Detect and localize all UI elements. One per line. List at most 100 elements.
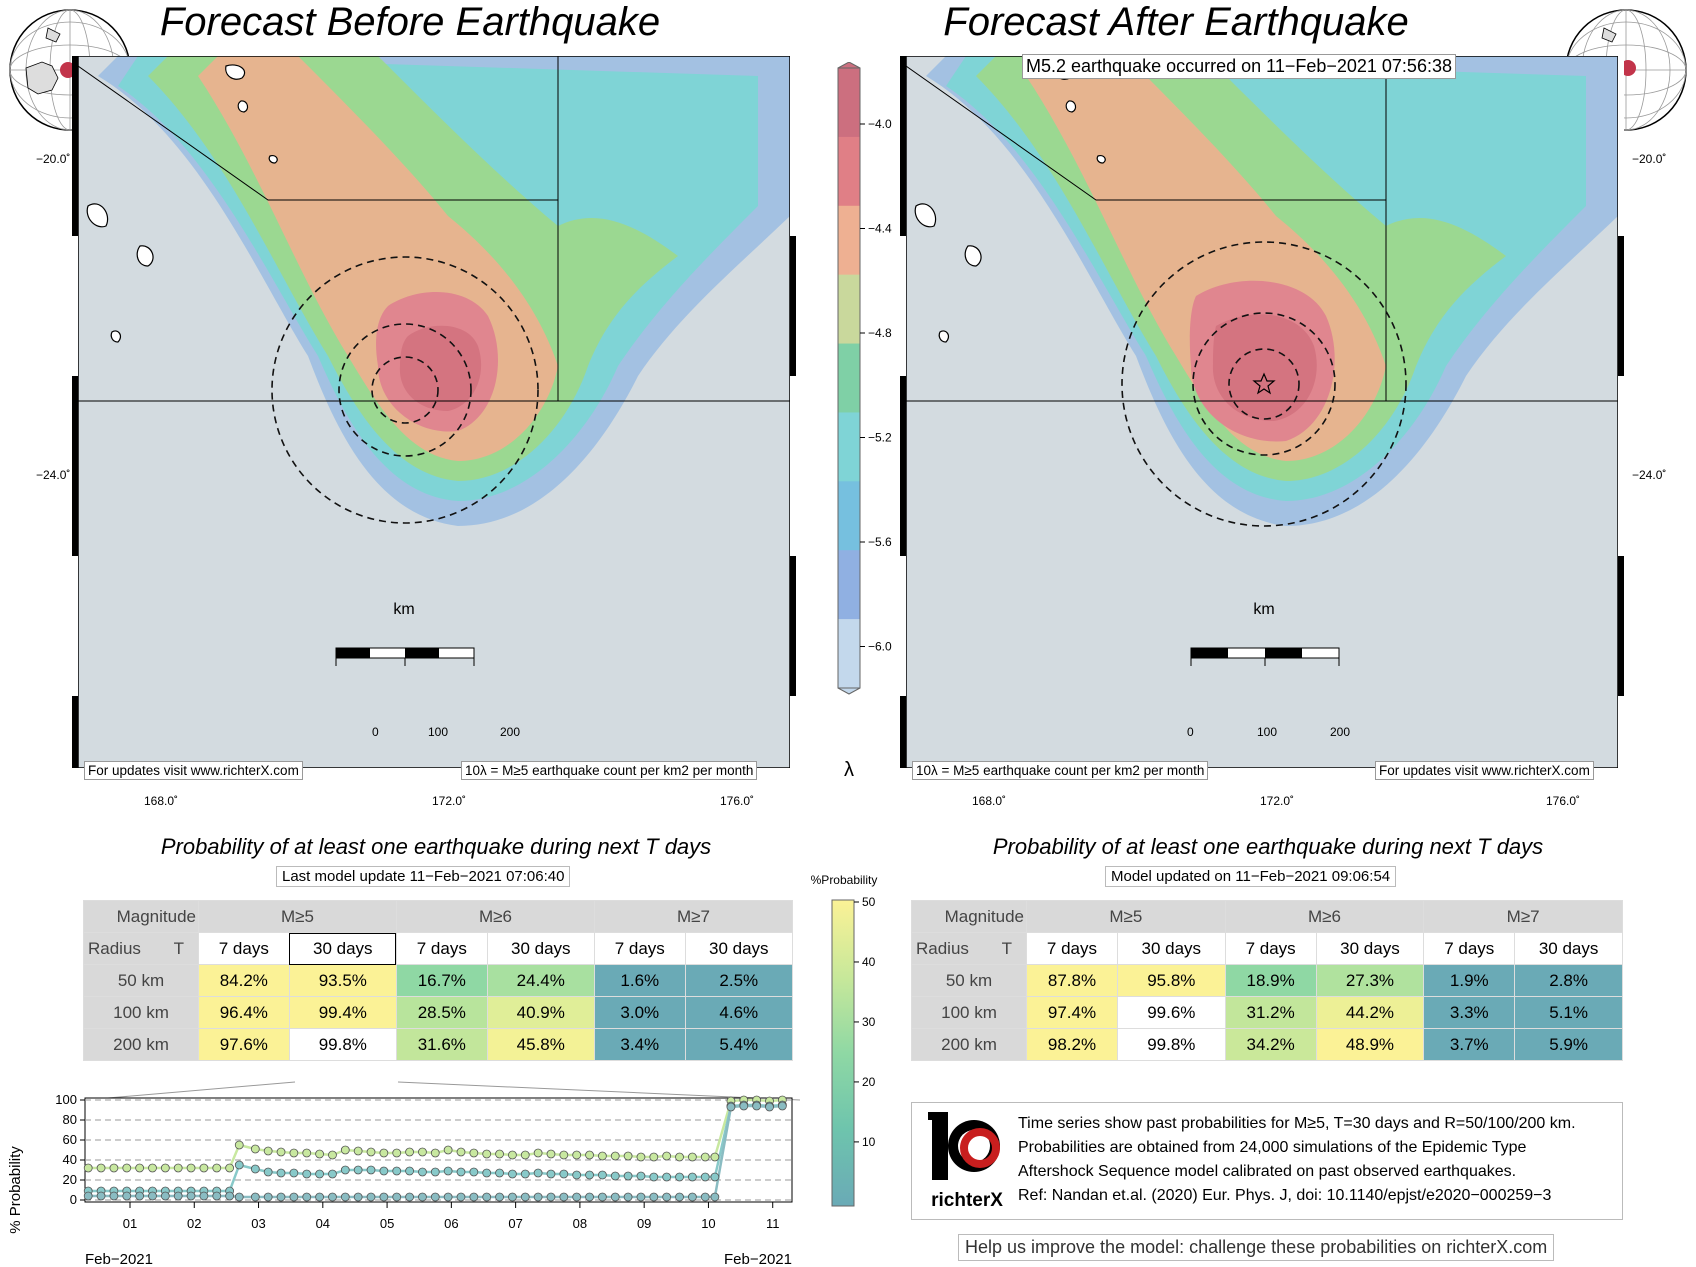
probability-cell: 2.5% — [684, 964, 794, 997]
ts-point — [585, 1150, 594, 1160]
probability-cell: 34.2% — [1224, 1028, 1317, 1061]
colorbar-segment — [838, 481, 860, 551]
ts-point — [199, 1191, 209, 1201]
colorbar-segment — [838, 68, 860, 138]
ts-point — [700, 1172, 710, 1182]
period-header: 7 days — [593, 932, 686, 965]
ts-point — [392, 1166, 402, 1176]
ts-point — [430, 1167, 440, 1177]
ts-point — [482, 1192, 492, 1202]
ts-point — [160, 1191, 170, 1201]
left-frame-bar — [900, 56, 906, 768]
radius-circles — [271, 256, 539, 524]
ts-point — [263, 1146, 273, 1156]
ts-point — [405, 1166, 414, 1176]
probability-colorbar-tick-label: 50 — [862, 895, 876, 909]
right-updates-note: For updates visit www.richterX.com — [1375, 761, 1594, 780]
ts-point — [160, 1163, 170, 1173]
ts-point — [418, 1167, 427, 1177]
colorbar-tick-label: −5.6 — [868, 535, 892, 549]
ts-point — [636, 1171, 646, 1181]
probability-cell: 97.4% — [1026, 996, 1118, 1029]
ts-point — [276, 1192, 286, 1202]
probability-cell: 96.4% — [198, 996, 290, 1029]
ts-point — [340, 1145, 350, 1155]
period-header: 7 days — [1423, 932, 1516, 965]
probability-cell: 3.4% — [593, 1028, 686, 1061]
ts-point — [710, 1192, 720, 1202]
ts-point — [533, 1148, 543, 1158]
probability-colorbar-tick-label: 10 — [862, 1135, 876, 1149]
probability-cell: 3.3% — [1423, 996, 1516, 1029]
ts-xtick-label: 03 — [251, 1216, 265, 1231]
left-map-title: Forecast Before Earthquake — [159, 0, 661, 44]
probability-cell: 99.8% — [288, 1028, 397, 1061]
probability-cell: 1.9% — [1423, 964, 1516, 997]
ts-point — [340, 1192, 350, 1202]
ts-point — [662, 1172, 672, 1182]
colorbar-tick-label: −4.8 — [868, 326, 892, 340]
period-header: 7 days — [198, 932, 290, 965]
probability-cell: 40.9% — [486, 996, 595, 1029]
ts-point — [315, 1192, 324, 1202]
ts-point — [495, 1192, 504, 1202]
ts-point — [315, 1149, 324, 1159]
ts-point — [289, 1148, 299, 1158]
colorbar-tick-label: −5.2 — [868, 431, 892, 445]
ts-point — [456, 1192, 466, 1202]
probability-cell: 48.9% — [1315, 1028, 1425, 1061]
ts-ytick-label: 100 — [55, 1092, 77, 1107]
scale-tick-200: 200 — [500, 725, 521, 739]
help-link[interactable]: Help us improve the model: challenge the… — [958, 1234, 1555, 1261]
scale-bar — [335, 647, 475, 666]
ts-point — [173, 1191, 183, 1201]
ts-point — [263, 1167, 273, 1177]
table-row: 200 km 97.6% 99.8% 31.6% 45.8% 3.4% 5.4% — [83, 1028, 794, 1061]
ts-point — [122, 1163, 132, 1173]
ts-ytick-label: 0 — [70, 1192, 77, 1207]
ts-xtick-label: 11 — [766, 1216, 780, 1231]
ts-point — [418, 1147, 427, 1157]
ts-point — [148, 1191, 157, 1201]
period-header: 30 days — [1514, 932, 1623, 965]
probability-cell: 16.7% — [395, 964, 488, 997]
period-header: 30 days — [486, 932, 595, 965]
ts-ytick-label: 60 — [63, 1132, 77, 1147]
radius-circles — [1121, 241, 1407, 527]
ts-point — [83, 1163, 93, 1173]
radius-header: Radius T — [911, 932, 1027, 965]
ts-point — [109, 1163, 119, 1173]
ts-point — [276, 1147, 286, 1157]
period-header: 7 days — [1026, 932, 1118, 965]
period-header: 30 days — [1315, 932, 1425, 965]
probability-cell: 95.8% — [1116, 964, 1226, 997]
ts-point — [687, 1192, 697, 1202]
ts-point — [572, 1150, 582, 1160]
rate-contours — [926, 56, 1618, 526]
ts-point — [289, 1192, 299, 1202]
ts-point — [469, 1167, 479, 1177]
ts-point — [456, 1167, 466, 1177]
ts-ytick-label: 80 — [63, 1112, 77, 1127]
radius-cell: 50 km — [911, 964, 1027, 997]
ts-point — [405, 1192, 414, 1202]
ts-point — [610, 1171, 620, 1181]
right-model-update: Model updated on 11−Feb−2021 09:06:54 — [1105, 866, 1397, 887]
colorbar-symbol: λ — [844, 759, 854, 781]
radius-cell: 200 km — [83, 1028, 199, 1061]
logo-text: richterX — [931, 1190, 1003, 1211]
ts-point — [96, 1163, 106, 1173]
probability-colorbar-tick-label: 20 — [862, 1075, 876, 1089]
probability-cell: 84.2% — [198, 964, 290, 997]
ts-ytick-label: 40 — [63, 1152, 77, 1167]
left-table-subtitle: Probability of at least one earthquake d… — [160, 834, 712, 859]
ts-point — [443, 1145, 453, 1155]
event-note: M5.2 earthquake occurred on 11−Feb−2021 … — [1022, 54, 1456, 79]
ts-point — [610, 1192, 620, 1202]
scale-unit-label: km — [393, 601, 414, 618]
probability-colorbar-label: %Probability — [811, 873, 878, 887]
ts-point — [148, 1163, 157, 1173]
ts-point — [418, 1192, 427, 1202]
probability-cell: 44.2% — [1315, 996, 1425, 1029]
ts-point — [405, 1147, 414, 1157]
